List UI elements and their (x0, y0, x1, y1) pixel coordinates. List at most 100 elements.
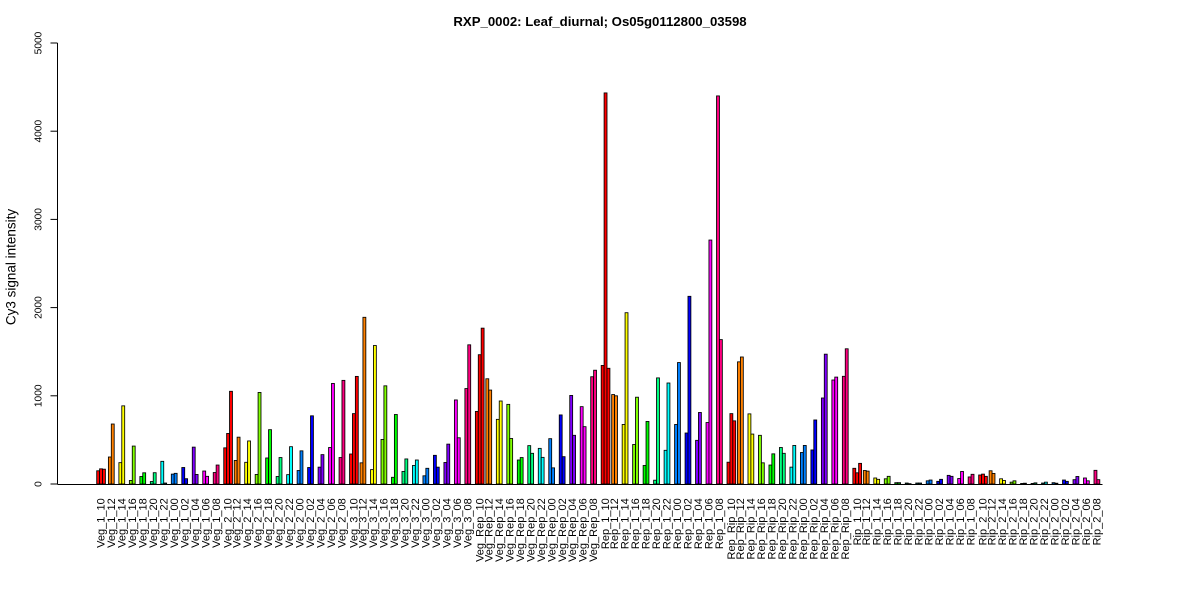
svg-text:Veg_2_12: Veg_2_12 (232, 498, 244, 548)
svg-text:Veg_1_18: Veg_1_18 (137, 498, 149, 548)
svg-text:Veg_1_22: Veg_1_22 (158, 498, 170, 548)
svg-text:Veg_Rep_02: Veg_Rep_02 (557, 498, 569, 562)
svg-text:Rep_Rip_06: Rep_Rip_06 (829, 498, 841, 559)
svg-text:Rep_Rip_14: Rep_Rip_14 (745, 498, 757, 559)
svg-text:Veg_1_02: Veg_1_02 (179, 498, 191, 548)
svg-text:Rip_2_12: Rip_2_12 (987, 498, 999, 545)
svg-text:Rip_2_08: Rip_2_08 (1092, 498, 1104, 545)
svg-text:Veg_3_20: Veg_3_20 (399, 498, 411, 548)
svg-text:Veg_2_20: Veg_2_20 (274, 498, 286, 548)
svg-text:4000: 4000 (34, 120, 45, 143)
svg-text:Veg_1_06: Veg_1_06 (200, 498, 212, 548)
svg-text:Cy3 signal intensity: Cy3 signal intensity (4, 209, 19, 326)
svg-text:Rep_1_14: Rep_1_14 (620, 498, 632, 549)
svg-text:Rip_2_10: Rip_2_10 (978, 498, 990, 545)
svg-text:Rep_Rip_18: Rep_Rip_18 (766, 498, 778, 559)
svg-text:Veg_2_08: Veg_2_08 (337, 498, 349, 548)
svg-text:Rep_Rip_16: Rep_Rip_16 (756, 498, 768, 559)
svg-text:Veg_3_16: Veg_3_16 (379, 498, 391, 548)
svg-text:Rip_1_16: Rip_1_16 (882, 498, 894, 545)
svg-text:Rip_1_14: Rip_1_14 (871, 498, 883, 545)
svg-text:Veg_1_08: Veg_1_08 (211, 498, 223, 548)
svg-text:Rep_1_20: Rep_1_20 (651, 498, 663, 549)
svg-text:Veg_3_18: Veg_3_18 (389, 498, 401, 548)
svg-text:Veg_Rep_08: Veg_Rep_08 (588, 498, 600, 562)
svg-text:Rep_1_18: Rep_1_18 (641, 498, 653, 549)
svg-text:Rep_1_06: Rep_1_06 (704, 498, 716, 549)
svg-text:Rip_2_14: Rip_2_14 (997, 498, 1009, 545)
svg-text:Veg_1_00: Veg_1_00 (169, 498, 181, 548)
svg-text:Veg_1_16: Veg_1_16 (127, 498, 139, 548)
svg-text:Veg_2_16: Veg_2_16 (253, 498, 265, 548)
svg-text:Veg_Rep_00: Veg_Rep_00 (546, 498, 558, 562)
svg-text:RXP_0002: Leaf_diurnal; Os05g0: RXP_0002: Leaf_diurnal; Os05g0112800_035… (453, 14, 746, 29)
svg-text:Rep_Rip_00: Rep_Rip_00 (798, 498, 810, 559)
svg-text:Veg_Rep_18: Veg_Rep_18 (515, 498, 527, 562)
svg-text:Rep_Rip_04: Rep_Rip_04 (819, 498, 831, 559)
svg-text:Veg_3_00: Veg_3_00 (420, 498, 432, 548)
svg-text:Veg_2_02: Veg_2_02 (305, 498, 317, 548)
svg-text:Veg_Rep_12: Veg_Rep_12 (483, 498, 495, 562)
svg-text:Rip_2_04: Rip_2_04 (1071, 498, 1083, 545)
svg-text:Veg_3_08: Veg_3_08 (462, 498, 474, 548)
svg-text:Veg_1_14: Veg_1_14 (116, 498, 128, 548)
svg-text:Rep_Rip_08: Rep_Rip_08 (840, 498, 852, 559)
svg-text:Veg_3_04: Veg_3_04 (441, 498, 453, 548)
svg-text:Rip_1_10: Rip_1_10 (852, 498, 864, 545)
svg-text:2000: 2000 (34, 296, 45, 319)
svg-text:Veg_2_06: Veg_2_06 (326, 498, 338, 548)
svg-text:Rip_1_08: Rip_1_08 (966, 498, 978, 545)
svg-text:Rep_1_04: Rep_1_04 (693, 498, 705, 549)
svg-text:Veg_2_04: Veg_2_04 (316, 498, 328, 548)
svg-text:Veg_3_22: Veg_3_22 (410, 498, 422, 548)
svg-text:Rep_Rip_20: Rep_Rip_20 (777, 498, 789, 559)
svg-text:Veg_Rep_10: Veg_Rep_10 (474, 498, 486, 562)
svg-text:Veg_Rep_20: Veg_Rep_20 (525, 498, 537, 562)
svg-text:Rip_1_20: Rip_1_20 (903, 498, 915, 545)
svg-text:Rip_2_00: Rip_2_00 (1050, 498, 1062, 545)
svg-text:Rip_2_16: Rip_2_16 (1008, 498, 1020, 545)
svg-text:Veg_2_22: Veg_2_22 (284, 498, 296, 548)
svg-text:3000: 3000 (34, 208, 45, 231)
svg-text:Rip_2_18: Rip_2_18 (1018, 498, 1030, 545)
svg-text:Veg_3_14: Veg_3_14 (368, 498, 380, 548)
svg-text:Veg_3_10: Veg_3_10 (349, 498, 361, 548)
svg-text:Veg_1_20: Veg_1_20 (148, 498, 160, 548)
svg-text:Veg_3_12: Veg_3_12 (358, 498, 370, 548)
svg-text:Rep_Rip_10: Rep_Rip_10 (726, 498, 738, 559)
svg-text:0: 0 (34, 481, 45, 487)
svg-text:Rip_1_00: Rip_1_00 (924, 498, 936, 545)
svg-text:Rep_Rip_22: Rep_Rip_22 (787, 498, 799, 559)
svg-text:Veg_2_00: Veg_2_00 (295, 498, 307, 548)
svg-text:Rep_Rip_12: Rep_Rip_12 (735, 498, 747, 559)
svg-text:Rep_1_16: Rep_1_16 (630, 498, 642, 549)
svg-text:Veg_2_18: Veg_2_18 (263, 498, 275, 548)
svg-text:Rip_1_18: Rip_1_18 (892, 498, 904, 545)
svg-text:Rep_1_22: Rep_1_22 (662, 498, 674, 549)
svg-text:Rep_Rip_02: Rep_Rip_02 (808, 498, 820, 559)
svg-text:Rip_1_12: Rip_1_12 (861, 498, 873, 545)
svg-text:Rip_1_22: Rip_1_22 (913, 498, 925, 545)
svg-text:Rep_1_08: Rep_1_08 (714, 498, 726, 549)
svg-text:Rep_1_00: Rep_1_00 (672, 498, 684, 549)
svg-text:Rip_2_06: Rip_2_06 (1081, 498, 1093, 545)
svg-text:Veg_Rep_14: Veg_Rep_14 (494, 498, 506, 562)
svg-text:Veg_3_06: Veg_3_06 (452, 498, 464, 548)
svg-text:Veg_Rep_16: Veg_Rep_16 (504, 498, 516, 562)
svg-text:Veg_Rep_22: Veg_Rep_22 (536, 498, 548, 562)
svg-text:Veg_2_10: Veg_2_10 (223, 498, 235, 548)
svg-text:Rep_1_12: Rep_1_12 (609, 498, 621, 549)
svg-text:Veg_1_04: Veg_1_04 (190, 498, 202, 548)
svg-text:Veg_2_14: Veg_2_14 (242, 498, 254, 548)
svg-text:Veg_3_02: Veg_3_02 (431, 498, 443, 548)
svg-text:Veg_1_12: Veg_1_12 (106, 498, 118, 548)
svg-text:Rip_1_06: Rip_1_06 (955, 498, 967, 545)
svg-text:5000: 5000 (34, 31, 45, 54)
svg-text:Rip_2_20: Rip_2_20 (1029, 498, 1041, 545)
svg-text:Veg_1_10: Veg_1_10 (96, 498, 108, 548)
svg-text:Rip_1_04: Rip_1_04 (945, 498, 957, 545)
svg-text:Rep_1_02: Rep_1_02 (683, 498, 695, 549)
svg-text:Veg_Rep_04: Veg_Rep_04 (567, 498, 579, 562)
svg-text:Rip_2_02: Rip_2_02 (1060, 498, 1072, 545)
svg-text:Veg_Rep_06: Veg_Rep_06 (578, 498, 590, 562)
